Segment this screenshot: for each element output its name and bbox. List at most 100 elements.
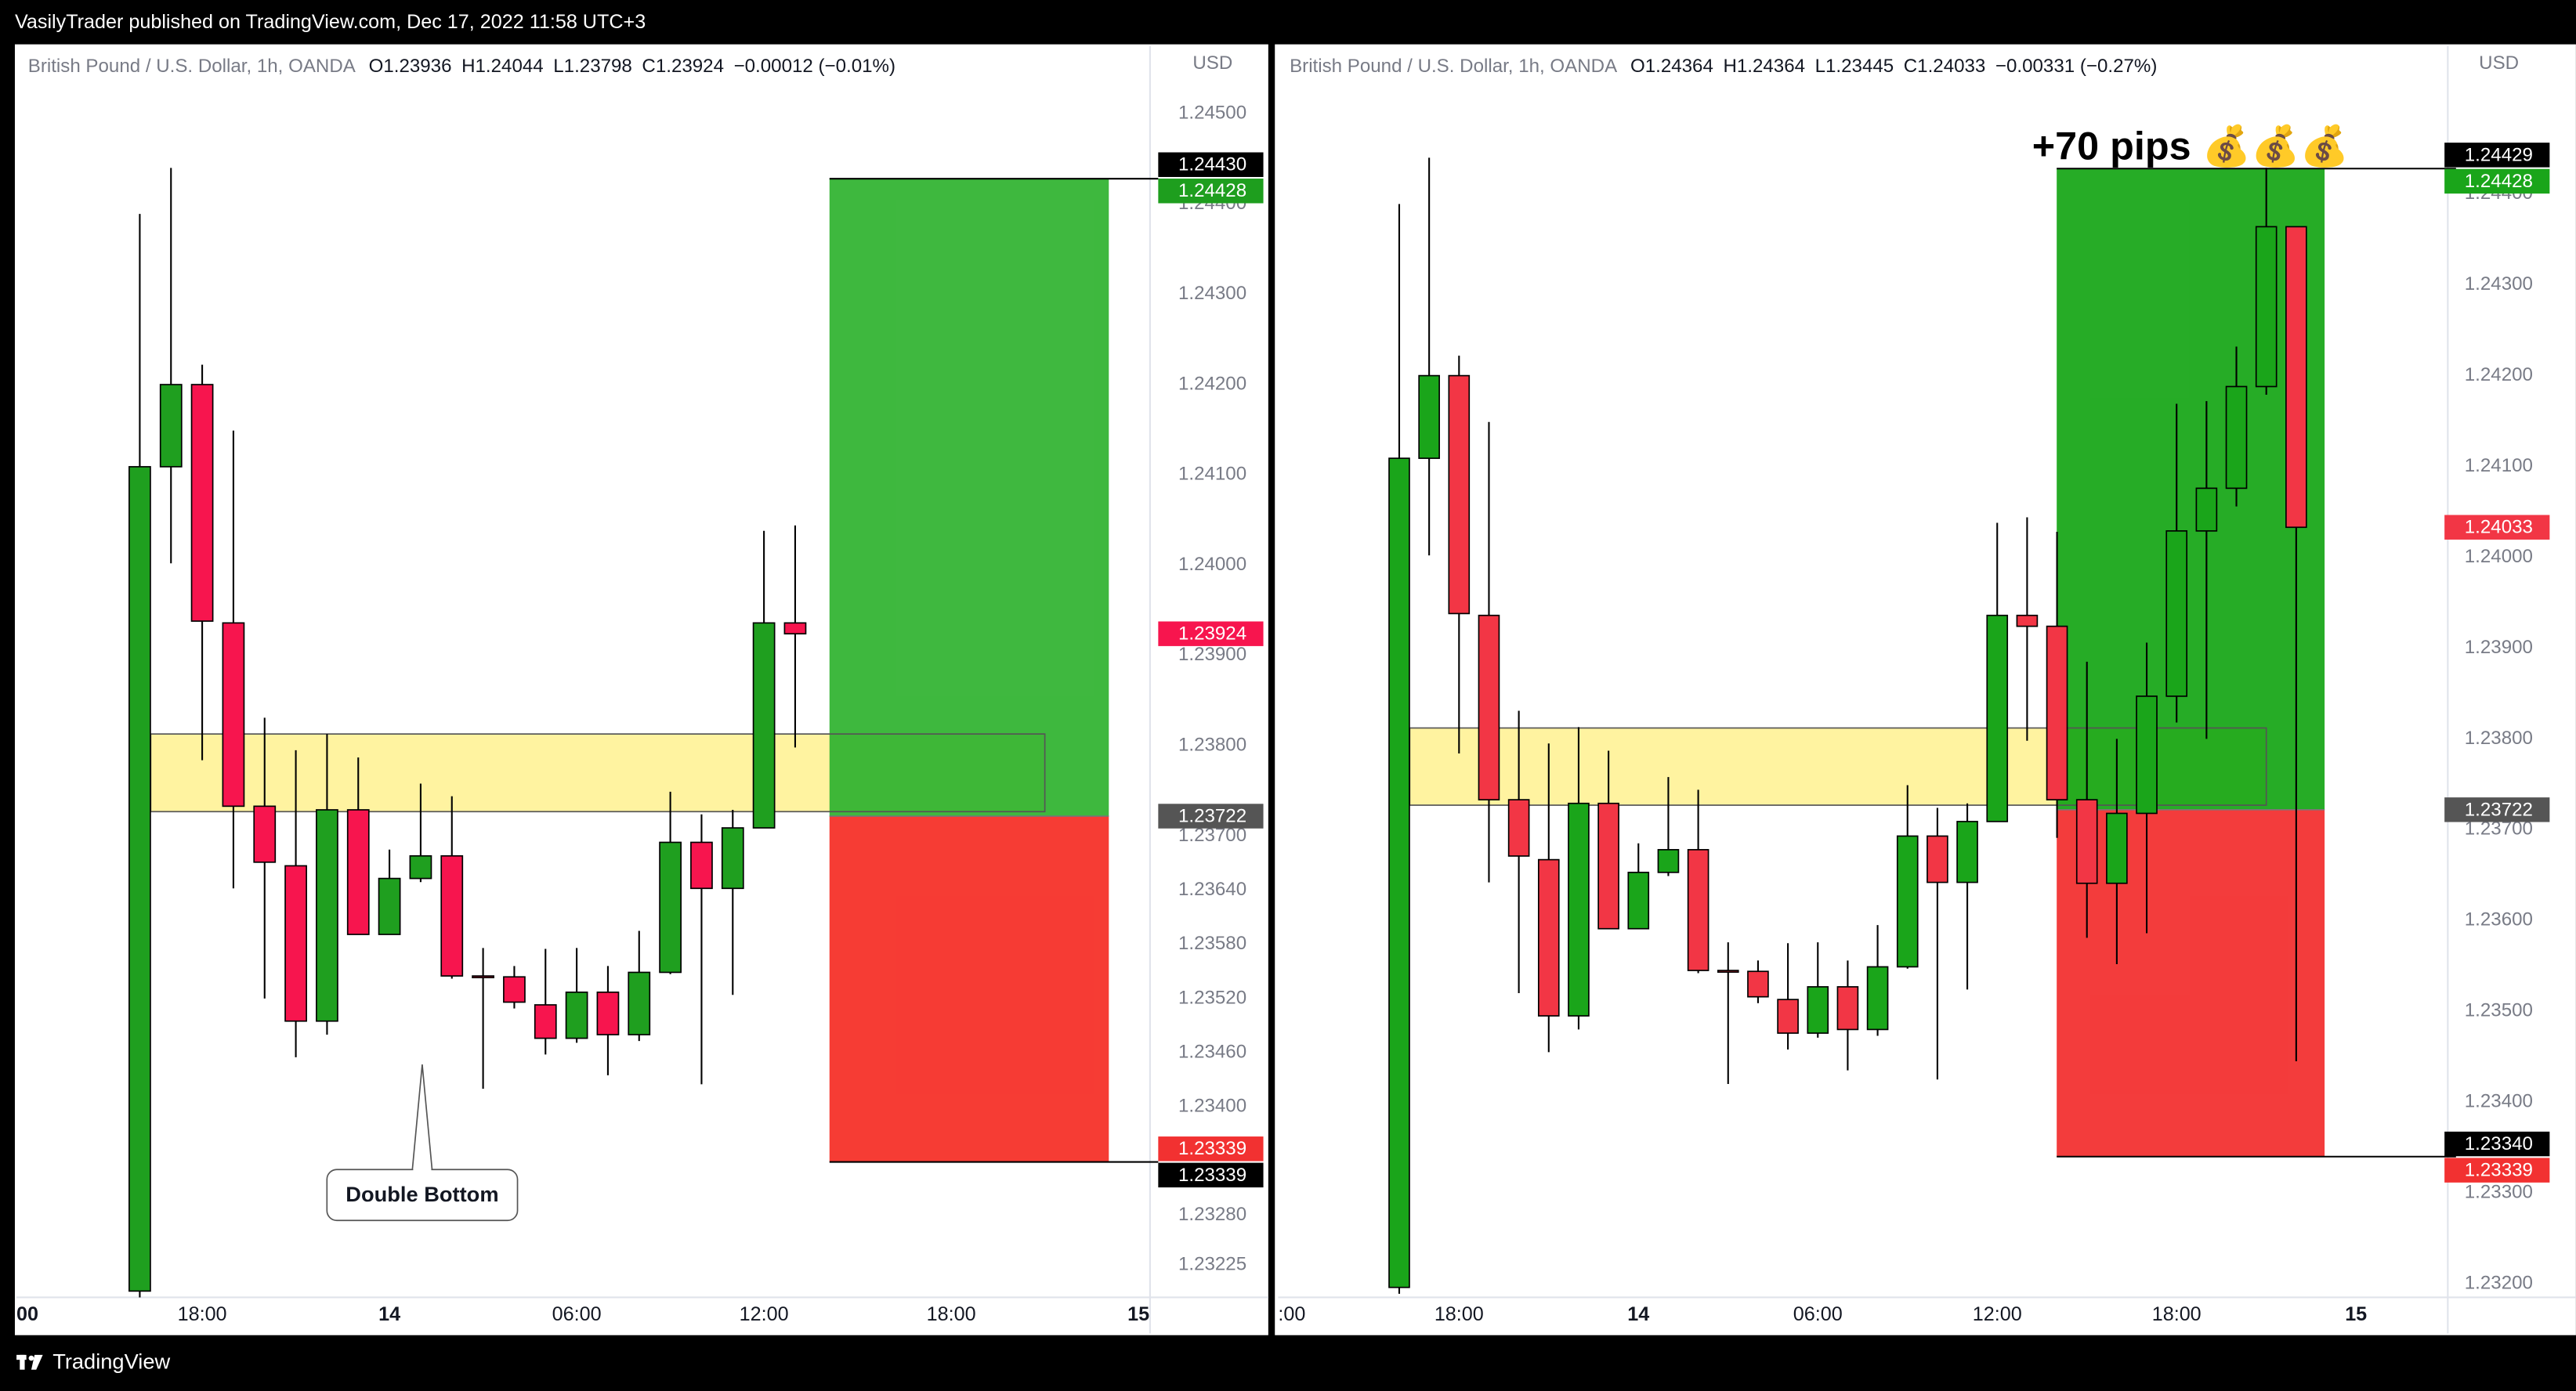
y-tick-label: 1.23900	[1178, 644, 1246, 665]
candle	[159, 168, 183, 564]
candle-body	[721, 827, 744, 890]
ohlc-value: 1.24044	[476, 56, 544, 77]
x-tick-label: 15	[1127, 1303, 1149, 1325]
candle-body	[1866, 966, 1889, 1031]
y-tick-label: 1.23640	[1178, 879, 1246, 900]
y-tick-label: 1.24200	[2465, 364, 2533, 385]
price-label: 1.23339	[1178, 1138, 1246, 1159]
x-tick-label: 18:00	[178, 1303, 227, 1325]
candle-body	[190, 384, 214, 622]
candle-body	[596, 991, 620, 1035]
y-tick-label: 1.24000	[2465, 546, 2533, 567]
candle-body	[1478, 614, 1500, 800]
candle	[1747, 960, 1769, 1003]
candle	[1986, 522, 2009, 822]
candle-body	[284, 865, 307, 1022]
candle	[1657, 777, 1680, 876]
candle-body	[2255, 226, 2278, 388]
candle	[1927, 808, 1948, 1080]
x-tick-label: 18:00	[1435, 1303, 1484, 1325]
candle-body	[440, 854, 464, 977]
x-tick-label: 12:00	[1973, 1303, 2022, 1325]
candle	[1597, 750, 1619, 930]
candle	[1896, 785, 1919, 969]
chart-panel: British Pound / U.S. Dollar, 1h, OANDA O1…	[14, 44, 1268, 1335]
candle-body	[2195, 487, 2218, 532]
chart-panel: British Pound / U.S. Dollar, 1h, OANDA O1…	[1275, 44, 2576, 1335]
price-label-box	[2444, 143, 2550, 168]
y-tick-label: 1.23800	[1178, 735, 1246, 756]
x-tick-label: 18:00	[2152, 1303, 2202, 1325]
x-tick-label: 06:00	[1793, 1303, 1843, 1325]
candle	[752, 530, 776, 829]
candle	[1418, 157, 1440, 556]
candle-body	[1927, 835, 1948, 883]
price-label-box	[2444, 1158, 2550, 1183]
candle	[1836, 960, 1859, 1071]
candle-body	[2165, 530, 2188, 697]
y-tick-label: 1.24200	[1178, 373, 1246, 394]
y-tick-label: 1.23300	[2465, 1182, 2533, 1203]
ohlc-value: 1.24364	[1737, 56, 1805, 77]
x-tick-label: :00	[1278, 1303, 1305, 1325]
candle-body	[346, 809, 370, 935]
candle-body	[1836, 986, 1859, 1031]
candle	[721, 809, 744, 995]
ohlc-label: L	[1815, 56, 1825, 77]
candle	[2165, 403, 2188, 723]
candle-body	[534, 1004, 557, 1039]
candle	[1537, 743, 1560, 1053]
candle-body	[1747, 970, 1769, 998]
y-tick-label: 1.24300	[1178, 283, 1246, 304]
candle-body	[1687, 849, 1709, 971]
y-tick-label: 1.23520	[1178, 987, 1246, 1008]
price-label: 1.24428	[2465, 171, 2533, 192]
y-tick-label: 1.24100	[1178, 464, 1246, 485]
price-label-box	[2444, 168, 2550, 194]
candle-body	[222, 622, 245, 808]
x-tick-label: 12:00	[740, 1303, 789, 1325]
ohlc-label: H	[461, 56, 475, 77]
loss-zone	[2057, 809, 2325, 1157]
price-label: 1.23339	[2465, 1160, 2533, 1181]
candle	[409, 783, 432, 883]
price-label-box	[1158, 1136, 1264, 1162]
symbol: British Pound / U.S. Dollar, 1h, OANDA	[1290, 56, 1618, 77]
price-label: 1.24428	[1178, 180, 1246, 201]
candle-body	[2075, 799, 2098, 884]
y-tick-label: 1.23400	[2465, 1091, 2533, 1112]
candle	[1866, 925, 1889, 1036]
chart-header: British Pound / U.S. Dollar, 1h, OANDA O1…	[1290, 56, 2157, 77]
ohlc-value: 1.23445	[1825, 56, 1894, 77]
y-tick-label: 1.23225	[1178, 1253, 1246, 1274]
candle-body	[1896, 835, 1919, 968]
candle	[1448, 356, 1471, 753]
price-label-box	[1158, 621, 1264, 646]
plot-area	[128, 168, 1109, 1298]
ohlc-value: 1.23936	[383, 56, 451, 77]
y-tick-label: 1.24000	[1178, 554, 1246, 575]
price-label: 1.23722	[2465, 799, 2533, 820]
candle	[472, 948, 494, 1089]
price-label: 1.24033	[2465, 517, 2533, 538]
ohlc-label: C	[642, 56, 655, 77]
candle	[659, 791, 682, 974]
candle	[1777, 943, 1799, 1050]
ohlc-value: 1.24364	[1645, 56, 1713, 77]
candle	[1478, 421, 1500, 883]
candle	[2136, 642, 2158, 934]
candle-body	[2136, 696, 2158, 815]
price-label-box	[2444, 515, 2550, 540]
symbol: British Pound / U.S. Dollar, 1h, OANDA	[28, 56, 356, 77]
x-tick-label: 15	[2345, 1303, 2367, 1325]
y-tick-label: 1.23400	[1178, 1096, 1246, 1117]
candle-body	[659, 841, 682, 974]
candle-body	[316, 809, 338, 1022]
candle-body	[783, 622, 807, 635]
candle	[534, 948, 557, 1055]
candle-body	[1956, 821, 1978, 883]
candle	[1717, 942, 1739, 1085]
candle-body	[2016, 614, 2039, 627]
price-label: 1.23722	[1178, 805, 1246, 826]
